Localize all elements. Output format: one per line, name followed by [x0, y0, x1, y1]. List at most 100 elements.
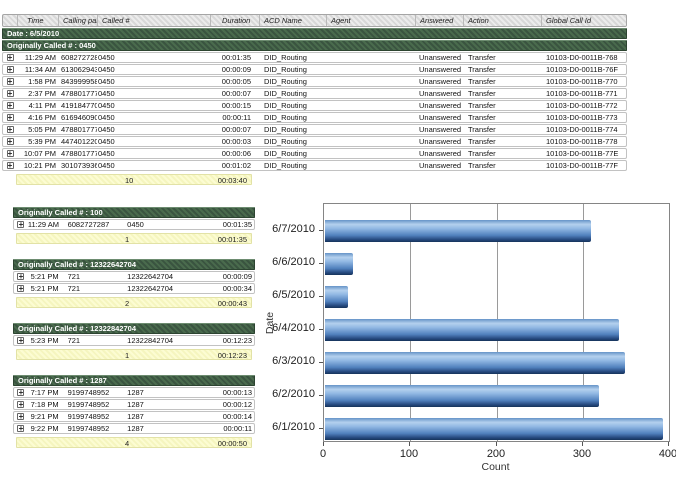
table-row[interactable]: +4:11 PM 41918477010450 00:00:15 DID_Routin… [2, 100, 627, 111]
table-row[interactable]: +5:39 PM 44740122040450 00:00:03 DID_Routin… [2, 136, 627, 147]
cell-duration: 00:00:06 [221, 149, 251, 158]
expand-cell: + [3, 89, 17, 98]
table-row[interactable]: +9:22 PM 9199748952 1287 00:00:11 [13, 423, 255, 434]
table-row[interactable]: +9:21 PM 9199748952 1287 00:00:14 [13, 411, 255, 422]
chart-bar [325, 418, 663, 440]
expand-row-button[interactable]: + [6, 102, 14, 110]
plus-icon: + [7, 53, 13, 62]
cell-calling: 6169460905 [61, 113, 97, 122]
expand-row-button[interactable]: + [17, 273, 25, 281]
col-header-calling-party-[interactable]: Calling party # [58, 15, 97, 26]
cell-action: Transfer [468, 53, 496, 62]
cell-acd: DID_Routing [264, 65, 307, 74]
y-tick-label: 6/3/2010 [272, 355, 315, 367]
y-tick-label: 6/1/2010 [272, 421, 315, 433]
expand-row-button[interactable]: + [6, 162, 14, 170]
cell-answered: Unanswered [419, 101, 462, 110]
plus-icon: + [7, 125, 13, 134]
cell-time: 5:05 PM [28, 125, 56, 134]
expand-row-button[interactable]: + [6, 150, 14, 158]
summary-count: 1 [125, 351, 130, 360]
cell-answered: Unanswered [419, 65, 462, 74]
y-tick-mark [319, 230, 323, 231]
expand-row-button[interactable]: + [17, 425, 25, 433]
expand-row-button[interactable]: + [17, 284, 25, 293]
table-row[interactable]: +1:58 PM 84399995810450 00:00:05 DID_Routin… [2, 76, 627, 87]
col-header-action[interactable]: Action [463, 15, 541, 26]
expand-cell: + [3, 161, 17, 170]
col-header-global-call-id[interactable]: Global Call Id [541, 15, 626, 26]
table-row[interactable]: +11:29 AM 6082727287 0450 00:01:35 [13, 219, 255, 230]
cell-global_id: 10103-D0-0011B-778 [546, 137, 618, 146]
cell-time: 10:21 PM [23, 161, 56, 170]
expand-cell: + [14, 336, 28, 345]
expand-row-button[interactable]: + [6, 114, 14, 122]
table-row[interactable]: +4:16 PM 61694609050450 00:00:11 DID_Routin… [2, 112, 627, 123]
table-row[interactable]: +11:34 AM 61306294320450 00:00:09 DID_Routi… [2, 64, 627, 75]
plus-icon: + [18, 284, 24, 293]
group-header: Originally Called # : 100 [13, 207, 255, 218]
col-header-expand[interactable] [3, 15, 17, 26]
expand-row-button[interactable]: + [6, 78, 14, 86]
cell-time: 4:16 PM [28, 113, 56, 122]
table-row[interactable]: +5:05 PM 47880177700450 00:00:07 DID_Routin… [2, 124, 627, 135]
cell-global_id: 10103-D0-0011B-770 [546, 77, 618, 86]
chart-bar [325, 220, 591, 242]
cell-answered: Unanswered [419, 161, 462, 170]
group-table-12322642704: Originally Called # : 12322642704 +5:21 P… [13, 259, 255, 308]
cell-time: 9:22 PM [30, 424, 59, 433]
cell-acd: DID_Routing [264, 161, 307, 170]
cell-agent [326, 101, 415, 110]
table-row[interactable]: +5:21 PM 721 12322642704 00:00:34 [13, 283, 255, 294]
summary-total-duration: 00:03:40 [217, 176, 247, 185]
table-row[interactable]: +7:17 PM 9199748952 1287 00:00:13 [13, 387, 255, 398]
col-header-time[interactable]: Time [17, 15, 58, 26]
col-header-agent[interactable]: Agent [326, 15, 415, 26]
col-header-answered[interactable]: Answered [415, 15, 463, 26]
expand-row-button[interactable]: + [6, 53, 14, 62]
y-tick-label: 6/7/2010 [272, 223, 315, 235]
expand-row-button[interactable]: + [17, 413, 25, 421]
cell-acd: DID_Routing [264, 77, 307, 86]
expand-row-button[interactable]: + [17, 221, 25, 229]
group-summary-row: 1 00:01:35 [16, 233, 252, 244]
cell-action: Transfer [468, 161, 496, 170]
expand-row-button[interactable]: + [17, 337, 25, 345]
table-row[interactable]: +7:18 PM 9199748952 1287 00:00:12 [13, 399, 255, 410]
cell-acd: DID_Routing [264, 101, 307, 110]
expand-row-button[interactable]: + [17, 401, 25, 409]
chart-bar [325, 352, 625, 374]
cell-global_id: 10103-D0-0011B-771 [546, 89, 618, 98]
cell-duration: 00:00:11 [222, 113, 251, 122]
cell-acd: DID_Routing [264, 125, 307, 134]
table-row[interactable]: +5:23 PM 721 12322842704 00:12:23 [13, 335, 255, 346]
col-header-acd-name[interactable]: ACD Name [259, 15, 326, 26]
y-tick-mark [319, 296, 323, 297]
expand-row-button[interactable]: + [6, 90, 14, 98]
cell-agent [326, 53, 415, 62]
cell-calling: 6082727287 [61, 53, 97, 62]
expand-row-button[interactable]: + [6, 125, 14, 134]
cell-answered: Unanswered [419, 89, 462, 98]
table-row[interactable]: +10:21 PM 30107393630450 00:01:02 DID_Routi… [2, 160, 627, 171]
cell-called: 1287 [127, 412, 144, 421]
cell-duration: 00:00:11 [223, 424, 252, 433]
col-header-duration[interactable]: Duration [210, 15, 259, 26]
expand-row-button[interactable]: + [17, 389, 25, 397]
table-row[interactable]: +2:37 PM 47880177700450 00:00:07 DID_Routin… [2, 88, 627, 99]
expand-row-button[interactable]: + [6, 66, 14, 74]
cell-time: 11:34 AM [24, 65, 56, 74]
group-header: Originally Called # : 12322842704 [13, 323, 255, 334]
table-row[interactable]: +10:07 PM 47880177700450 00:00:06 DID_Routi… [2, 148, 627, 159]
cell-called: 1287 [127, 400, 144, 409]
cell-called: 0450 [98, 65, 115, 74]
expand-row-button[interactable]: + [6, 138, 14, 146]
cell-called: 0450 [98, 149, 115, 158]
cell-duration: 00:12:23 [222, 336, 252, 345]
table-row[interactable]: +5:21 PM 721 12322642704 00:00:09 [13, 271, 255, 282]
calls-per-day-bar-chart: 6/7/2010 6/6/2010 6/5/2010 6/4/2010 6/3/2010… [262, 195, 676, 485]
expand-cell: + [14, 424, 28, 433]
x-tick-mark [496, 442, 497, 446]
col-header-called-[interactable]: Called # [97, 15, 210, 26]
